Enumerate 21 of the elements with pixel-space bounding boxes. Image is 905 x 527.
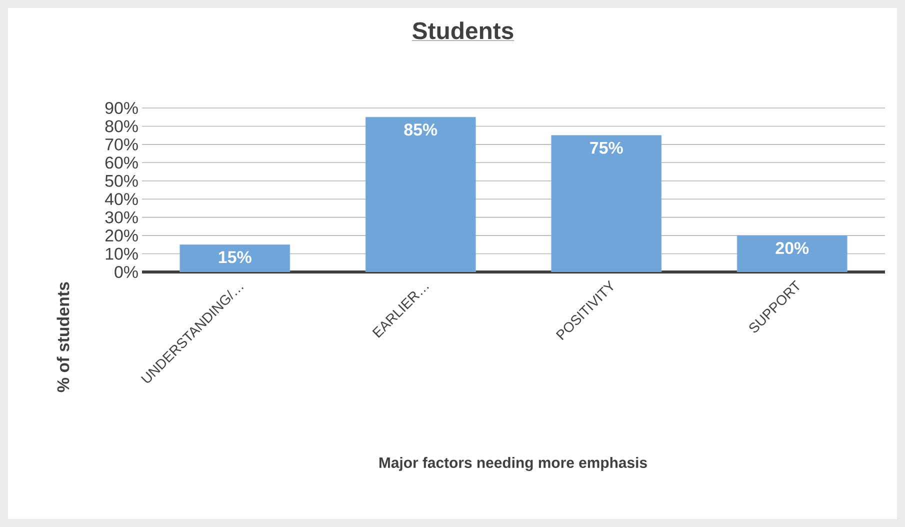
data-label: 15% — [219, 251, 252, 264]
bar — [365, 116, 476, 272]
y-tick-label: 90% — [105, 102, 138, 114]
bar — [180, 244, 290, 272]
y-tick-label: 40% — [104, 193, 138, 206]
y-tick-label: 50% — [105, 174, 138, 187]
data-label: 85% — [404, 124, 438, 136]
y-tick-label: 10% — [106, 248, 138, 260]
y-tick-label: 60% — [105, 156, 138, 169]
data-label: 20% — [776, 242, 809, 254]
bar — [736, 235, 848, 272]
y-tick-label: 20% — [105, 230, 138, 242]
y-tick-label: 0% — [114, 266, 138, 278]
y-axis-title: % of students — [56, 282, 70, 392]
data-label: 75% — [590, 142, 623, 154]
chart-title: Students — [412, 22, 514, 40]
y-tick-label: 70% — [105, 138, 138, 150]
x-axis-title: Major factors needing more emphasis — [379, 456, 647, 471]
y-tick-label: 80% — [105, 120, 138, 132]
bar — [551, 135, 662, 272]
y-tick-label: 30% — [105, 211, 138, 224]
